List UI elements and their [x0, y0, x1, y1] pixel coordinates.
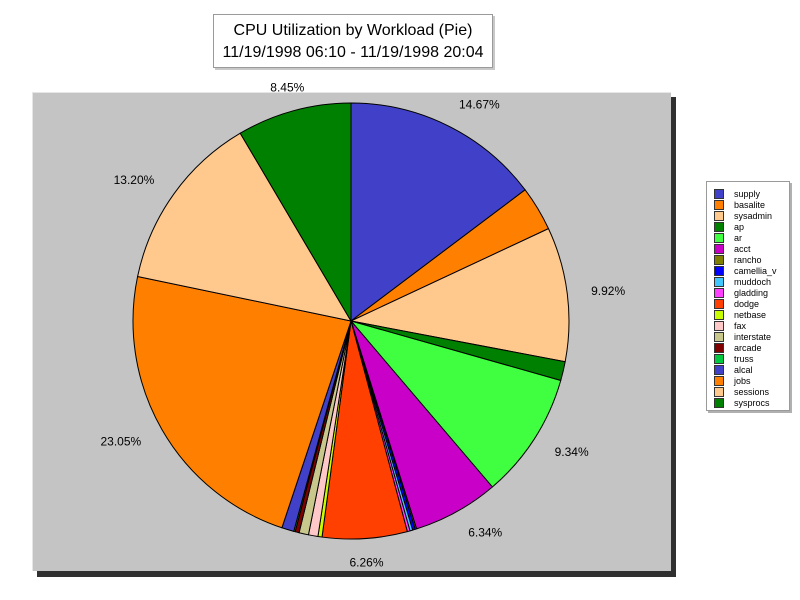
slice-label-supply: 14.67% — [459, 97, 500, 111]
legend-label: ap — [734, 221, 745, 232]
legend-swatch — [714, 199, 724, 210]
legend-swatch — [714, 243, 724, 254]
legend-item-arcade: arcade — [714, 342, 789, 353]
legend-swatch — [714, 353, 724, 364]
legend-swatch — [714, 298, 724, 309]
slice-label-sysadmin: 9.92% — [591, 284, 625, 298]
legend-swatch — [714, 309, 724, 320]
pie-slice-jobs — [132, 276, 352, 529]
legend-swatch — [714, 364, 724, 375]
slice-label-acct: 6.34% — [468, 526, 502, 540]
legend-label: interstate — [734, 331, 772, 342]
legend-item-gladding: gladding — [714, 287, 789, 298]
pie-slice-ar — [350, 320, 562, 488]
legend-label: sysprocs — [734, 397, 770, 408]
legend-item-ar: ar — [714, 232, 789, 243]
legend-swatch — [714, 254, 724, 265]
chart-subtitle: 11/19/1998 06:10 - 11/19/1998 20:04 — [222, 44, 484, 61]
slice-label-sessions: 13.20% — [114, 173, 155, 187]
legend-label: basalite — [734, 199, 766, 210]
legend-swatch — [714, 375, 724, 386]
legend-label: rancho — [734, 254, 762, 265]
legend-swatch — [714, 287, 724, 298]
legend-item-jobs: jobs — [714, 375, 789, 386]
legend-item-sessions: sessions — [714, 386, 789, 397]
legend-label: sessions — [734, 386, 770, 397]
legend-item-ap: ap — [714, 221, 789, 232]
legend-label: gladding — [734, 287, 769, 298]
legend-item-fax: fax — [714, 320, 789, 331]
legend-swatch — [714, 331, 724, 342]
legend-swatch — [714, 386, 724, 397]
legend-item-acct: acct — [714, 243, 789, 254]
slice-label-jobs: 23.05% — [100, 435, 141, 449]
legend-label: alcal — [734, 364, 753, 375]
legend-swatch — [714, 188, 724, 199]
legend-swatch — [714, 342, 724, 353]
chart-title: CPU Utilization by Workload (Pie) — [233, 22, 473, 39]
legend-item-camellia_v: camellia_v — [714, 265, 789, 276]
legend-item-truss: truss — [714, 353, 789, 364]
legend-item-dodge: dodge — [714, 298, 789, 309]
legend-label: fax — [734, 320, 747, 331]
legend-label: sysadmin — [734, 210, 773, 221]
legend-label: supply — [734, 188, 761, 199]
pie-slice-sessions — [137, 132, 352, 322]
slice-label-sysprocs: 8.45% — [270, 81, 304, 95]
legend-item-rancho: rancho — [714, 254, 789, 265]
slice-label-dodge: 6.26% — [349, 556, 383, 570]
legend-swatch — [714, 210, 724, 221]
legend-item-interstate: interstate — [714, 331, 789, 342]
pie-slice-sysprocs — [239, 102, 352, 322]
chart-title-box: CPU Utilization by Workload (Pie) 11/19/… — [213, 14, 493, 68]
legend-item-basalite: basalite — [714, 199, 789, 210]
legend-item-alcal: alcal — [714, 364, 789, 375]
legend-label: jobs — [734, 375, 751, 386]
legend-item-sysadmin: sysadmin — [714, 210, 789, 221]
legend-swatch — [714, 265, 724, 276]
legend: supply basalite sysadmin ap ar acct rancho came… — [706, 181, 790, 411]
legend-label: netbase — [734, 309, 767, 320]
legend-label: truss — [734, 353, 754, 364]
pie-slice-sysadmin — [350, 228, 570, 363]
legend-swatch — [714, 232, 724, 243]
legend-swatch — [714, 221, 724, 232]
slice-label-ar: 9.34% — [555, 445, 589, 459]
legend-label: acct — [734, 243, 751, 254]
legend-label: arcade — [734, 342, 762, 353]
legend-item-sysprocs: sysprocs — [714, 397, 789, 408]
legend-item-netbase: netbase — [714, 309, 789, 320]
legend-item-supply: supply — [714, 188, 789, 199]
legend-swatch — [714, 320, 724, 331]
pie-slice-supply — [350, 102, 526, 322]
legend-label: camellia_v — [734, 265, 777, 276]
legend-swatch — [714, 397, 724, 408]
legend-item-muddoch: muddoch — [714, 276, 789, 287]
legend-swatch — [714, 276, 724, 287]
legend-label: ar — [734, 232, 743, 243]
legend-label: muddoch — [734, 276, 772, 287]
legend-label: dodge — [734, 298, 760, 309]
